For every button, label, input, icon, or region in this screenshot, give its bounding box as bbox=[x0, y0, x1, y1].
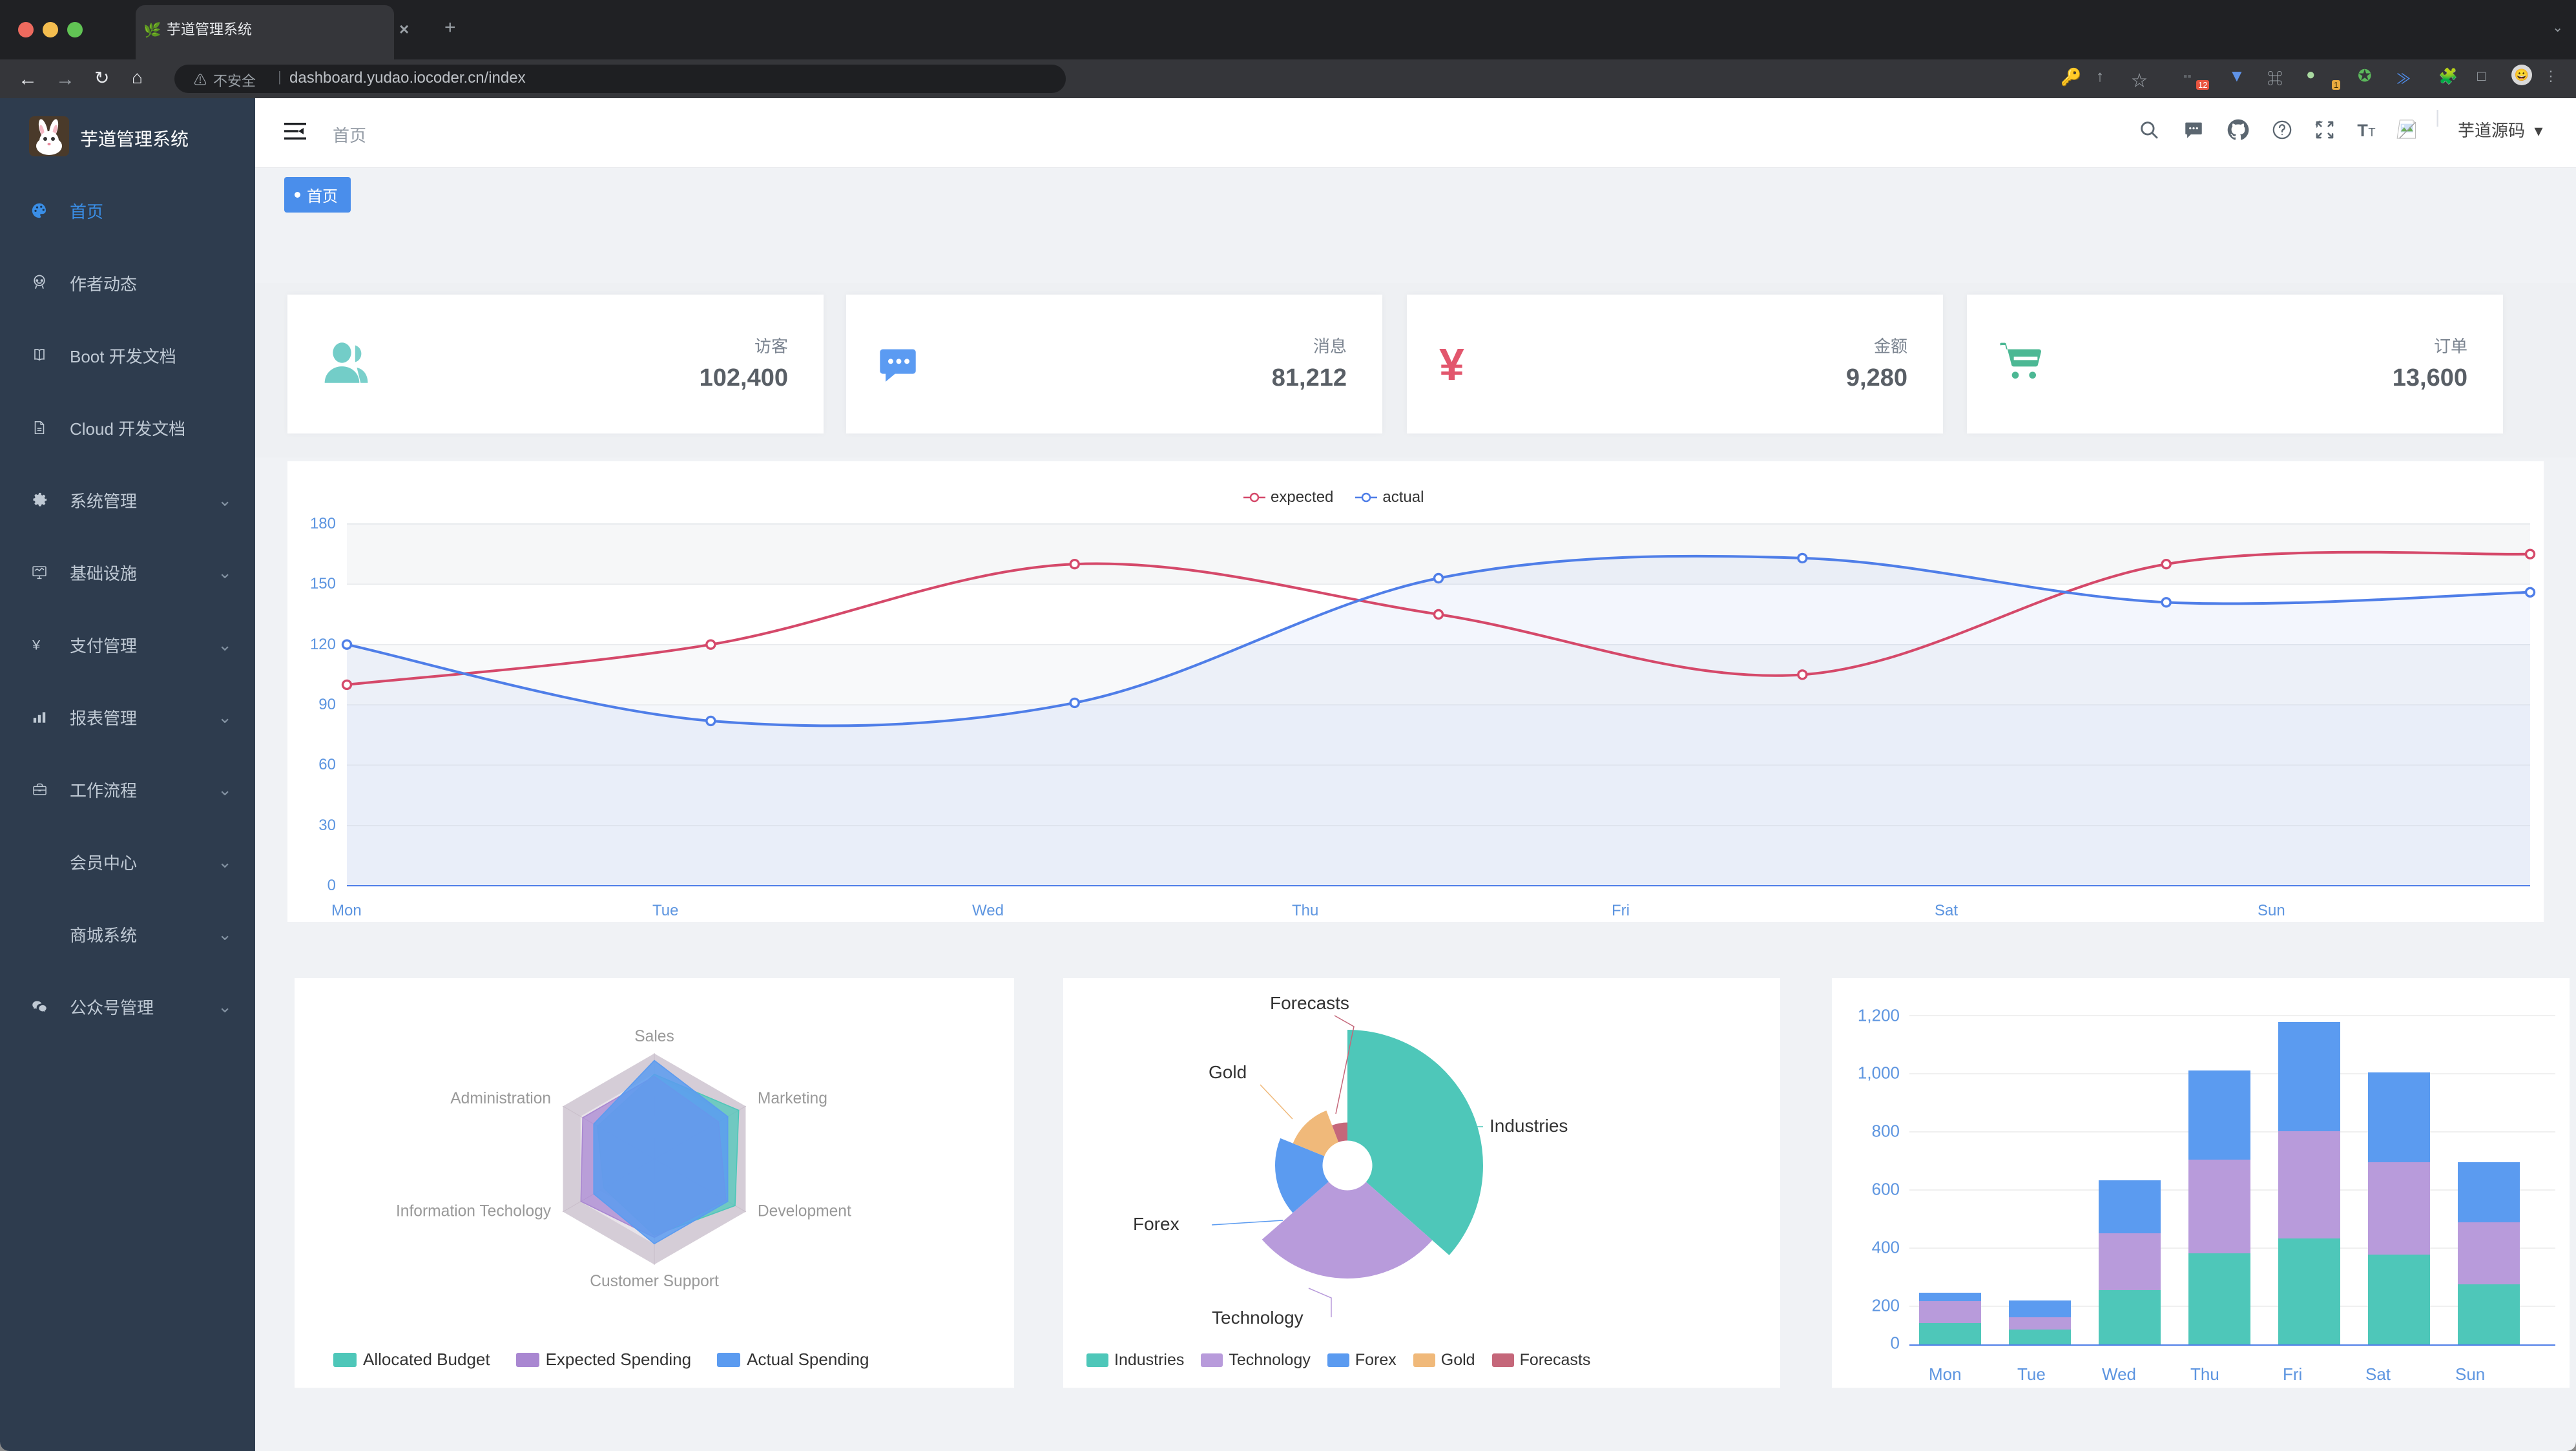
svg-text:Information Techology: Information Techology bbox=[396, 1203, 552, 1220]
svg-text:Technology: Technology bbox=[1212, 1308, 1304, 1328]
svg-text:Sales: Sales bbox=[634, 1028, 674, 1045]
svg-text:Forex: Forex bbox=[1133, 1214, 1179, 1234]
svg-text:Industries: Industries bbox=[1490, 1116, 1568, 1136]
svg-text:T: T bbox=[2368, 125, 2375, 139]
svg-text:Gold: Gold bbox=[1209, 1062, 1247, 1082]
svg-text:Administration: Administration bbox=[450, 1090, 551, 1107]
svg-text:Marketing: Marketing bbox=[758, 1090, 827, 1107]
svg-text:Forecasts: Forecasts bbox=[1270, 993, 1349, 1013]
svg-text:¥: ¥ bbox=[32, 637, 41, 653]
svg-text:Customer Support: Customer Support bbox=[590, 1273, 719, 1290]
svg-text:Development: Development bbox=[758, 1203, 851, 1220]
svg-text:T: T bbox=[2357, 121, 2368, 140]
